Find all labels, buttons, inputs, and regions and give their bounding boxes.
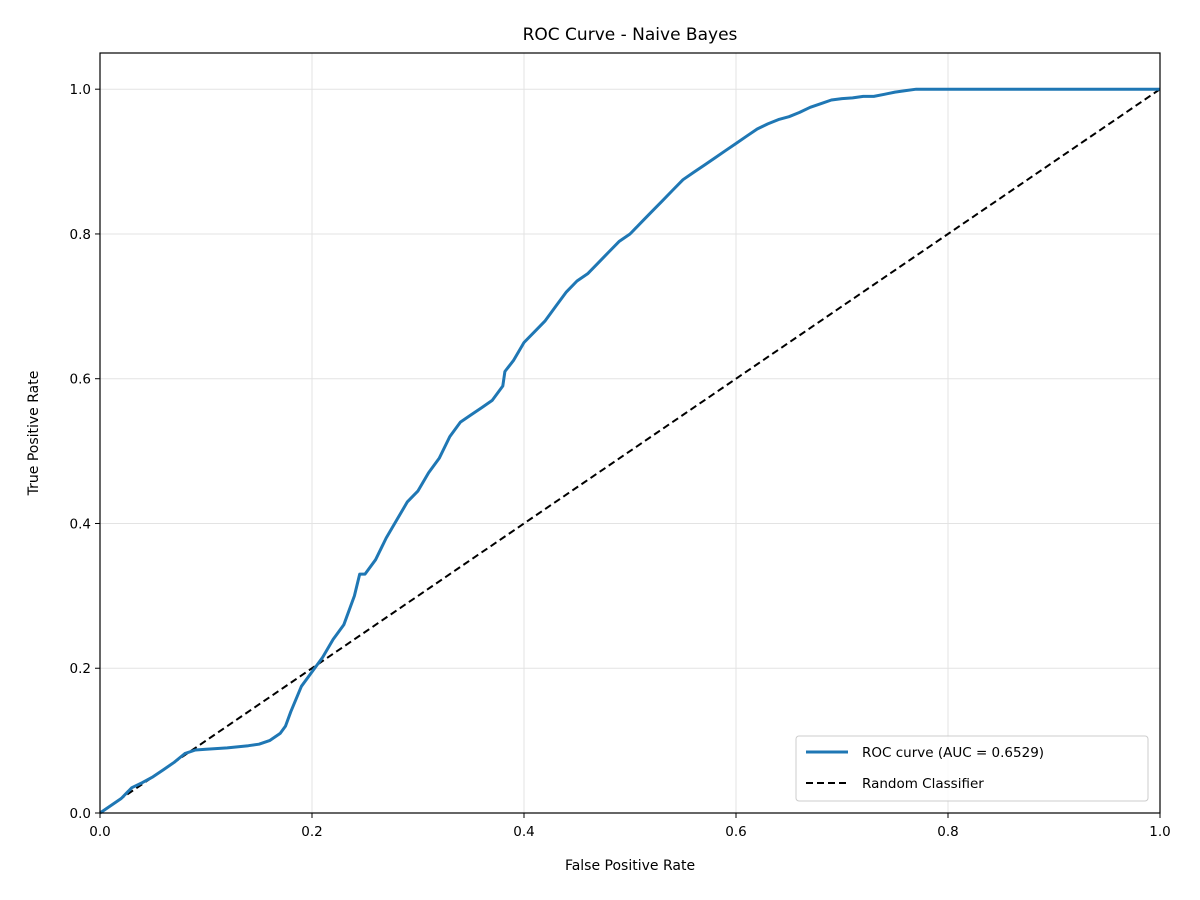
plot-frame (99, 52, 1161, 814)
legend-box (795, 735, 1149, 802)
y-tick-label: 1.0 (70, 82, 91, 98)
y-tick-label: 0.4 (70, 516, 91, 532)
y-tick-label: 0.2 (70, 661, 91, 677)
x-tick-label: 0.2 (301, 824, 322, 840)
y-axis-label: True Positive Rate (26, 371, 42, 497)
x-tick-label: 1.0 (1149, 824, 1170, 840)
y-tick-label: 0.0 (70, 806, 91, 822)
x-axis-label: False Positive Rate (565, 858, 695, 874)
y-tick-label: 0.8 (70, 227, 91, 243)
legend-label-roc: ROC curve (AUC = 0.6529) (862, 745, 1044, 761)
legend-label-random: Random Classifier (862, 776, 984, 792)
x-tick-label: 0.0 (89, 824, 110, 840)
roc-curve-line (99, 87, 1160, 815)
axis-ticks: 0.0 0.2 0.4 0.6 0.8 1.0 0.0 0.2 0.4 0.6 0.8 1.0 (70, 82, 1171, 840)
series-layer (99, 87, 1161, 815)
y-tick-label: 0.6 (70, 372, 91, 388)
x-tick-label: 0.6 (725, 824, 746, 840)
x-tick-label: 0.8 (937, 824, 958, 840)
chart-title: ROC Curve - Naive Bayes (523, 25, 738, 45)
legend: ROC curve (AUC = 0.6529) Random Classifi… (795, 735, 1149, 802)
random-classifier-line (99, 88, 1161, 814)
x-tick-label: 0.4 (513, 824, 534, 840)
